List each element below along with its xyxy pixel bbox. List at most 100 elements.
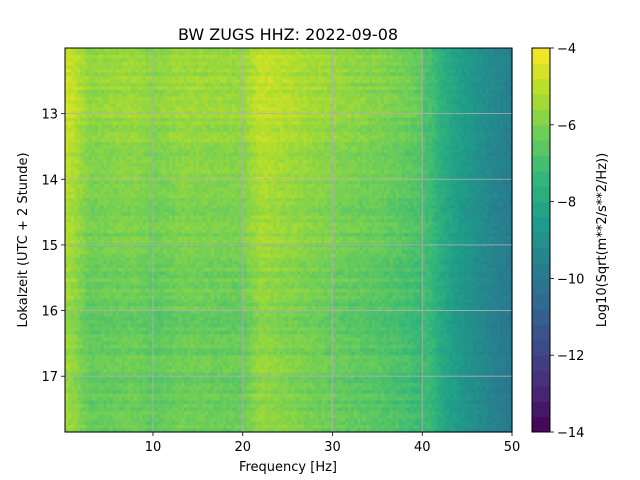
heatmap-cell	[184, 149, 188, 154]
heatmap-cell	[389, 54, 394, 60]
heatmap-cell	[282, 131, 287, 136]
heatmap-cell	[377, 152, 382, 157]
heatmap-cell	[202, 82, 206, 87]
heatmap-cell	[324, 68, 328, 74]
heatmap-cell	[97, 51, 102, 56]
heatmap-cell	[458, 142, 462, 147]
heatmap-cell	[112, 100, 117, 105]
heatmap-cell	[160, 96, 164, 101]
heatmap-cell	[288, 48, 293, 53]
heatmap-cell	[351, 135, 355, 140]
heatmap-cell	[133, 96, 138, 101]
heatmap-cell	[351, 89, 355, 94]
heatmap-cell	[85, 128, 90, 133]
heatmap-cell	[503, 107, 507, 112]
heatmap-cell	[509, 128, 513, 133]
heatmap-cell	[339, 86, 343, 91]
heatmap-cell	[425, 48, 430, 53]
heatmap-cell	[365, 48, 370, 53]
heatmap-cell	[136, 103, 141, 108]
heatmap-cell	[467, 121, 471, 126]
heatmap-cell	[270, 82, 275, 87]
heatmap-cell	[476, 86, 480, 91]
heatmap-cell	[169, 68, 173, 74]
heatmap-cell	[452, 121, 456, 126]
heatmap-cell	[360, 121, 364, 126]
heatmap-cell	[446, 152, 451, 157]
heatmap-cell	[464, 159, 468, 164]
heatmap-cell	[103, 138, 108, 143]
heatmap-cell	[437, 48, 442, 53]
heatmap-cell	[148, 65, 153, 70]
heatmap-cell	[476, 117, 480, 122]
heatmap-cell	[494, 72, 498, 77]
heatmap-cell	[371, 54, 376, 60]
heatmap-cell	[315, 68, 319, 74]
heatmap-cell	[187, 128, 191, 133]
heatmap-cell	[65, 54, 69, 60]
heatmap-cell	[392, 48, 397, 53]
heatmap-cell	[422, 145, 427, 150]
heatmap-cell	[166, 159, 170, 164]
heatmap-cell	[187, 110, 191, 115]
heatmap-cell	[368, 110, 373, 115]
heatmap-cell	[443, 82, 448, 87]
heatmap-cell	[106, 138, 111, 143]
heatmap-cell	[103, 79, 108, 84]
heatmap-cell	[297, 149, 302, 154]
heatmap-cell	[309, 121, 313, 126]
heatmap-cell	[178, 107, 182, 112]
heatmap-cell	[258, 61, 263, 67]
heatmap-cell	[225, 58, 230, 63]
heatmap-cell	[196, 51, 200, 56]
heatmap-cell	[67, 48, 72, 53]
heatmap-cell	[175, 121, 179, 126]
heatmap-cell	[467, 82, 471, 87]
heatmap-cell	[273, 121, 278, 126]
heatmap-cell	[470, 68, 474, 74]
heatmap-cell	[267, 86, 272, 91]
heatmap-cell	[297, 152, 302, 157]
heatmap-cell	[243, 142, 248, 147]
heatmap-cell	[443, 96, 448, 101]
heatmap-cell	[351, 121, 355, 126]
heatmap-cell	[124, 65, 129, 70]
heatmap-cell	[291, 93, 296, 98]
heatmap-cell	[193, 110, 197, 115]
heatmap-cell	[109, 110, 114, 115]
heatmap-cell	[234, 58, 239, 63]
heatmap-cell	[214, 51, 218, 56]
heatmap-cell	[288, 138, 293, 143]
heatmap-cell	[500, 149, 504, 154]
heatmap-cell	[73, 156, 78, 161]
heatmap-cell	[354, 82, 358, 87]
heatmap-cell	[130, 152, 135, 157]
heatmap-cell	[112, 163, 117, 168]
heatmap-cell	[228, 93, 233, 98]
heatmap-cell	[273, 72, 278, 77]
heatmap-cell	[202, 156, 206, 161]
heatmap-cell	[255, 54, 260, 60]
heatmap-cell	[273, 79, 278, 84]
heatmap-cell	[348, 79, 352, 84]
heatmap-cell	[214, 121, 218, 126]
heatmap-cell	[228, 68, 233, 74]
heatmap-cell	[118, 103, 123, 108]
heatmap-cell	[160, 142, 164, 147]
heatmap-cell	[234, 89, 239, 94]
heatmap-cell	[246, 135, 251, 140]
heatmap-cell	[398, 114, 403, 119]
heatmap-cell	[360, 51, 364, 56]
heatmap-cell	[422, 48, 427, 53]
heatmap-cell	[258, 117, 263, 122]
heatmap-cell	[234, 68, 239, 74]
heatmap-cell	[303, 93, 307, 98]
heatmap-cell	[464, 110, 468, 115]
heatmap-cell	[88, 110, 93, 115]
heatmap-cell	[416, 131, 421, 136]
heatmap-cell	[273, 82, 278, 87]
heatmap-cell	[476, 72, 480, 77]
heatmap-cell	[225, 128, 230, 133]
heatmap-cell	[464, 124, 468, 129]
heatmap-cell	[222, 54, 227, 60]
